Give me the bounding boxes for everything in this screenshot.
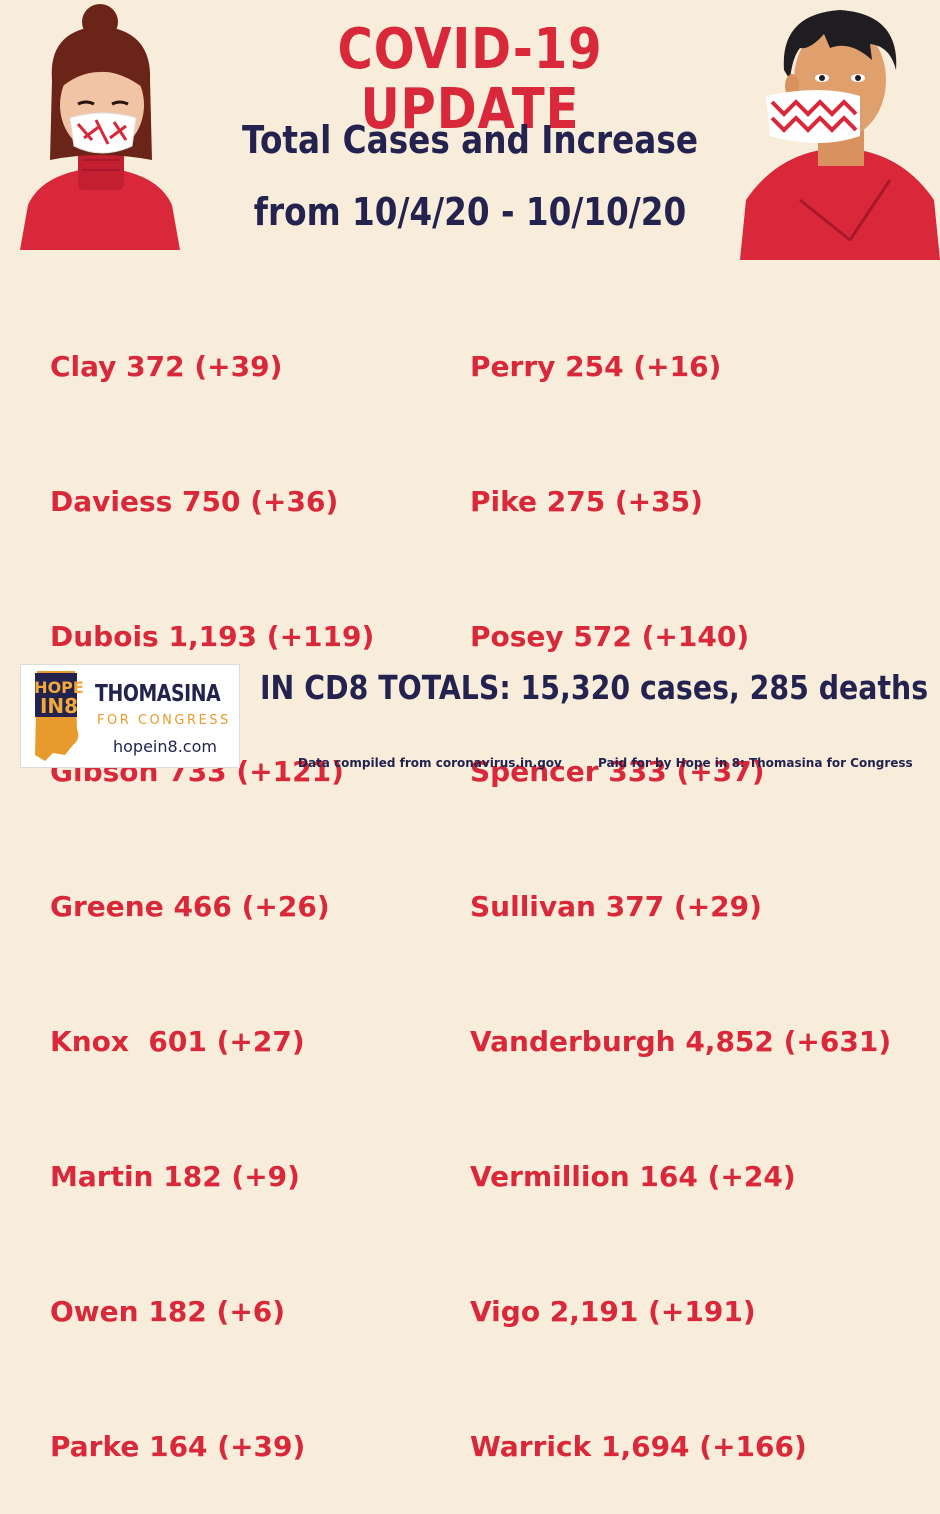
list-item: Martin 182 (+9) xyxy=(50,1160,300,1193)
county-list-right: Perry 254 (+16) Pike 275 (+35) Posey 572… xyxy=(470,254,891,1514)
paid-for-disclaimer: Paid for by Hope in 8: Thomasina for Con… xyxy=(598,756,913,770)
subtitle-line-1: Total Cases and Increase xyxy=(242,118,698,162)
man-with-mask-illustration xyxy=(740,10,940,260)
hope-in-8-badge: HOPE IN8 xyxy=(33,673,85,725)
logo-name: THOMASINA xyxy=(95,681,221,707)
page-title: COVID-19 UPDATE xyxy=(337,17,603,142)
list-item: Spencer 333 (+37) xyxy=(470,755,765,788)
logo-tagline: FOR CONGRESS xyxy=(97,713,231,728)
indiana-state-icon xyxy=(35,671,79,761)
list-item: Knox 601 (+27) xyxy=(50,1025,305,1058)
list-item: Posey 572 (+140) xyxy=(470,620,750,653)
data-source-note: Data compiled from coronavirus.in.gov xyxy=(298,756,562,770)
list-item: Clay 372 (+39) xyxy=(50,350,283,383)
list-item: Sullivan 377 (+29) xyxy=(470,890,762,923)
subtitle-line-2: from 10/4/20 - 10/10/20 xyxy=(253,190,687,234)
list-item: Greene 466 (+26) xyxy=(50,890,330,923)
list-item: Vigo 2,191 (+191) xyxy=(470,1295,756,1328)
list-item: Vermillion 164 (+24) xyxy=(470,1160,796,1193)
list-item: Dubois 1,193 (+119) xyxy=(50,620,375,653)
list-item: Owen 182 (+6) xyxy=(50,1295,286,1328)
county-list-left: Clay 372 (+39) Daviess 750 (+36) Dubois … xyxy=(50,254,374,1514)
list-item: Perry 254 (+16) xyxy=(470,350,722,383)
list-item: Daviess 750 (+36) xyxy=(50,485,339,518)
list-item: Pike 275 (+35) xyxy=(470,485,703,518)
district-totals: IN CD8 TOTALS: 15,320 cases, 285 deaths xyxy=(260,668,929,707)
list-item: Parke 164 (+39) xyxy=(50,1430,306,1463)
campaign-logo: HOPE IN8 THOMASINA FOR CONGRESS hopein8.… xyxy=(20,664,240,768)
woman-with-mask-illustration xyxy=(20,4,180,250)
list-item: Vanderburgh 4,852 (+631) xyxy=(470,1025,892,1058)
list-item: Warrick 1,694 (+166) xyxy=(470,1430,807,1463)
logo-url: hopein8.com xyxy=(113,737,217,756)
badge-line-2: IN8 xyxy=(39,694,79,718)
badge-line-1: HOPE xyxy=(34,678,84,697)
